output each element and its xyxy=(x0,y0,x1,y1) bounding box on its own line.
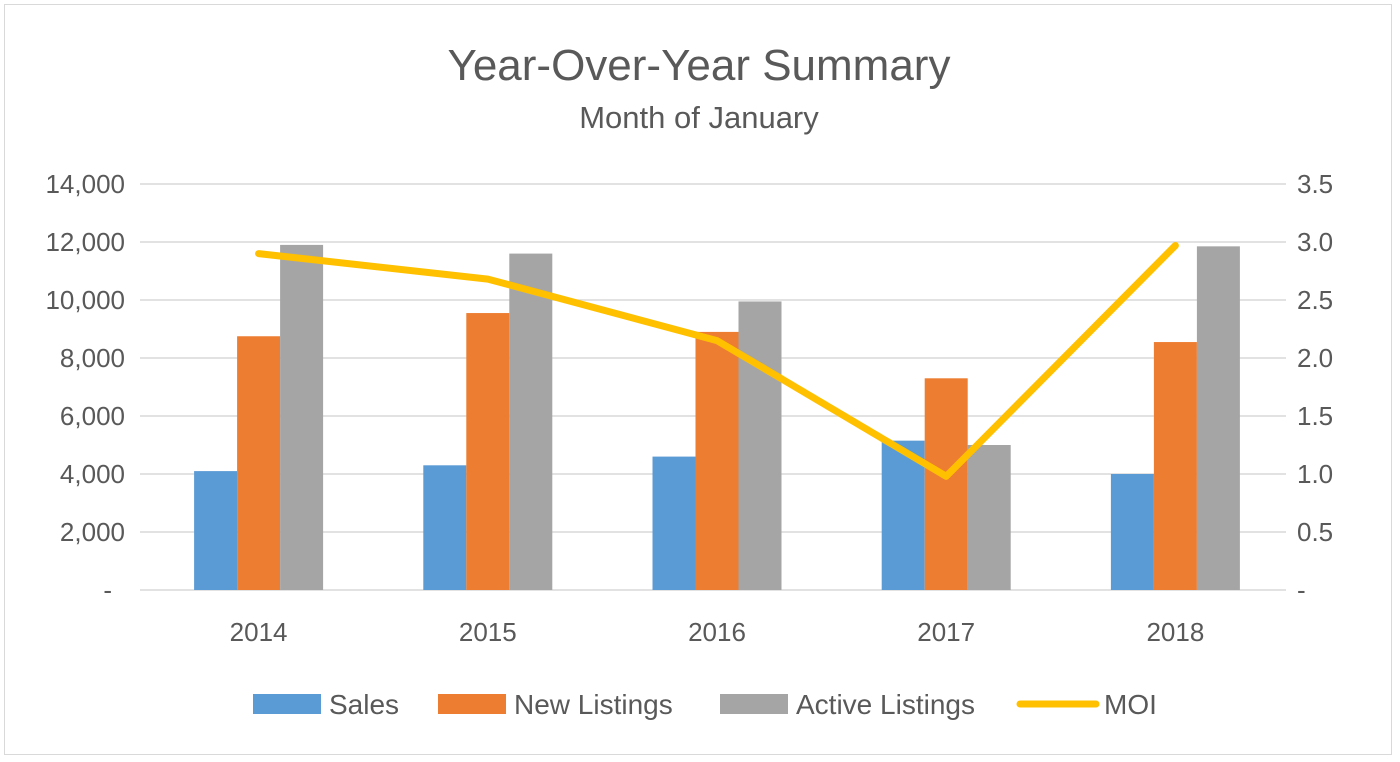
bar-sales-2017 xyxy=(881,440,925,590)
legend-swatch-new-listings xyxy=(438,694,506,714)
x-tick-label: 2017 xyxy=(917,617,975,647)
bar-sales-2015 xyxy=(423,465,467,590)
bar-sales-2018 xyxy=(1110,474,1154,590)
legend: Sales New Listings Active Listings MOI xyxy=(253,689,1157,720)
y-tick-label: 8,000 xyxy=(60,343,125,373)
y-tick-label: 10,000 xyxy=(45,285,125,315)
x-tick-label: 2014 xyxy=(230,617,288,647)
y2-tick-label: 3.0 xyxy=(1297,227,1333,257)
bar-new-listings-2015 xyxy=(466,313,510,590)
moi-point-2018 xyxy=(1174,244,1176,246)
legend-label-moi: MOI xyxy=(1104,689,1157,720)
y2-tick-label: 2.0 xyxy=(1297,343,1333,373)
bar-new-listings-2018 xyxy=(1153,342,1197,590)
x-tick-label: 2015 xyxy=(459,617,517,647)
bar-active-listings-2016 xyxy=(738,301,782,590)
chart-title: Year-Over-Year Summary xyxy=(448,41,951,90)
bar-new-listings-2014 xyxy=(237,336,281,590)
moi-point-2014 xyxy=(258,253,260,255)
chart-subtitle: Month of January xyxy=(579,100,819,135)
axis-ticks: - - 2,000 0.5 4,000 1.0 6,000 1.5 8,000 2.0 10,000… xyxy=(45,169,1333,647)
bar-sales-2016 xyxy=(652,456,696,590)
legend-swatch-sales xyxy=(253,694,321,714)
legend-label-sales: Sales xyxy=(329,689,399,720)
legend-swatch-active-listings xyxy=(720,694,788,714)
y-tick-label: 4,000 xyxy=(60,459,125,489)
y-tick-label: 6,000 xyxy=(60,401,125,431)
bar-new-listings-2017 xyxy=(924,378,968,590)
bars xyxy=(194,244,1240,590)
bar-new-listings-2016 xyxy=(695,331,739,590)
y2-tick-label: 1.5 xyxy=(1297,401,1333,431)
y2-tick-label: 0.5 xyxy=(1297,517,1333,547)
bar-active-listings-2018 xyxy=(1196,246,1240,590)
y2-tick-label: - xyxy=(1297,575,1306,605)
y-tick-label: 12,000 xyxy=(45,227,125,257)
y2-tick-label: 3.5 xyxy=(1297,169,1333,199)
moi-point-2015 xyxy=(487,278,489,280)
bar-active-listings-2017 xyxy=(967,445,1011,590)
x-tick-label: 2018 xyxy=(1146,617,1204,647)
bar-active-listings-2015 xyxy=(509,253,553,590)
x-tick-label: 2016 xyxy=(688,617,746,647)
y2-tick-label: 1.0 xyxy=(1297,459,1333,489)
moi-line-layer xyxy=(255,241,1179,480)
y2-tick-label: 2.5 xyxy=(1297,285,1333,315)
y-tick-label: 2,000 xyxy=(60,517,125,547)
moi-point-2016 xyxy=(716,340,718,342)
moi-point-2017 xyxy=(945,475,947,477)
legend-label-new-listings: New Listings xyxy=(514,689,673,720)
legend-label-active-listings: Active Listings xyxy=(796,689,975,720)
bar-active-listings-2014 xyxy=(280,244,324,590)
bar-sales-2014 xyxy=(194,471,238,590)
y-tick-label: 14,000 xyxy=(45,169,125,199)
y-tick-label: - xyxy=(103,575,112,605)
